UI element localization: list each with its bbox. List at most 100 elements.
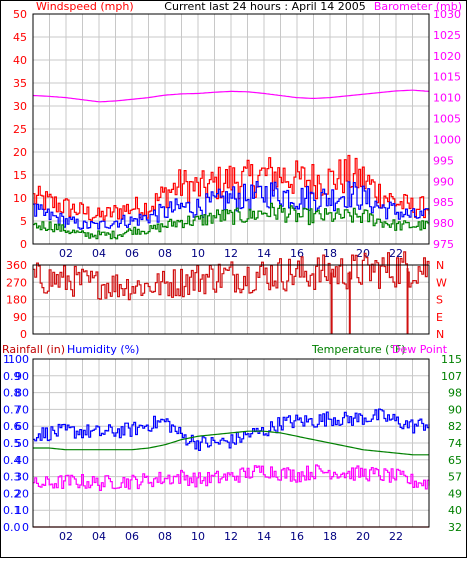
humidity-tick-label: 10 <box>15 504 29 517</box>
wind-barometer-panel: 02 04 06 08 10 12 14 16 18 20 22504540353025201510… <box>13 8 461 260</box>
rainfall-tick-label: 0.0 <box>3 521 21 534</box>
rainfall-tick-label: 0.6 <box>3 420 21 433</box>
wind-gust-line <box>33 154 430 221</box>
rainfall-tick-label: 0.4 <box>3 454 21 467</box>
x-tick-label: 22 <box>389 247 403 260</box>
x-tick-label: 20 <box>356 530 370 543</box>
compass-label: W <box>436 276 447 289</box>
humidity-tick-label: 90 <box>15 370 29 383</box>
humidity-tick-label: 80 <box>15 387 29 400</box>
barometer-tick-label: 1000 <box>433 133 461 146</box>
humidity-tick-label: 100 <box>8 353 29 366</box>
temperature-tick-label: 90 <box>448 403 462 416</box>
barometer-tick-label: 1010 <box>433 92 461 105</box>
windspeed-axis-label: Windspeed (mph) <box>36 0 134 13</box>
wind-direction-line <box>33 251 430 301</box>
direction-degree-label: 360 <box>6 259 27 272</box>
humidity-line <box>33 408 430 451</box>
windspeed-tick-label: 25 <box>13 123 27 136</box>
rainfall-tick-label: 1 <box>3 353 10 366</box>
barometer-tick-label: 990 <box>433 175 454 188</box>
humidity-tick-label: 40 <box>15 454 29 467</box>
windspeed-tick-label: 50 <box>13 8 27 21</box>
barometer-tick-label: 985 <box>433 196 454 209</box>
dewpoint-line <box>33 464 430 491</box>
x-tick-label: 14 <box>257 247 271 260</box>
x-tick-label: 14 <box>257 530 271 543</box>
windspeed-tick-label: 0 <box>20 238 27 251</box>
rainfall-tick-label: 0.5 <box>3 437 21 450</box>
barometer-tick-label: 1025 <box>433 29 461 42</box>
plot-border-1 <box>32 13 430 245</box>
x-tick-label: 06 <box>125 247 139 260</box>
dewpoint-axis-label: Dew Point <box>392 343 448 356</box>
x-tick-label: 06 <box>125 530 139 543</box>
temperature-tick-label: 49 <box>448 487 462 500</box>
x-tick-label: 08 <box>158 247 172 260</box>
barometer-tick-label: 1005 <box>433 113 461 126</box>
x-tick-label: 12 <box>224 530 238 543</box>
humidity-axis-label: Humidity (%) <box>67 343 139 356</box>
x-tick-label: 12 <box>224 247 238 260</box>
temperature-tick-label: 98 <box>448 387 462 400</box>
windspeed-tick-label: 15 <box>13 169 27 182</box>
humidity-temperature-panel: 02 04 06 08 10 12 14 16 18 20 22 1 0.9 0.8 0.7 0.6 0.5 0.… <box>3 353 462 543</box>
barometer-tick-label: 1020 <box>433 50 461 63</box>
chart-title: Current last 24 hours : April 14 2005 <box>164 0 365 13</box>
humidity-tick-label: 50 <box>15 437 29 450</box>
x-tick-label: 02 <box>59 247 73 260</box>
compass-label: N <box>436 259 444 272</box>
windspeed-tick-label: 35 <box>13 77 27 90</box>
windspeed-tick-label: 5 <box>20 215 27 228</box>
humidity-tick-label: 60 <box>15 420 29 433</box>
plot-border-2 <box>32 264 430 335</box>
x-tick-label: 10 <box>191 247 205 260</box>
direction-degree-label: 180 <box>6 294 27 307</box>
rainfall-tick-label: 0.7 <box>3 403 21 416</box>
temperature-line <box>33 430 429 456</box>
x-tick-label: 18 <box>323 530 337 543</box>
wind-average-line <box>33 181 430 230</box>
plot-border-3 <box>32 358 430 528</box>
temperature-tick-label: 57 <box>448 471 462 484</box>
rainfall-tick-label: 0.8 <box>3 387 21 400</box>
windspeed-tick-label: 45 <box>13 31 27 44</box>
x-tick-label: 04 <box>92 530 106 543</box>
compass-label: S <box>436 294 443 307</box>
x-tick-label: 02 <box>59 530 73 543</box>
compass-label: E <box>436 311 443 324</box>
temperature-tick-label: 74 <box>448 437 462 450</box>
x-tick-label: 04 <box>92 247 106 260</box>
barometer-tick-label: 1015 <box>433 71 461 84</box>
x-tick-label: 18 <box>323 247 337 260</box>
humidity-tick-label: 70 <box>15 403 29 416</box>
compass-label: N <box>436 328 444 341</box>
direction-degree-label: 90 <box>13 311 27 324</box>
temperature-tick-label: 65 <box>448 454 462 467</box>
temperature-axis-label: Temperature (°F) <box>311 343 406 356</box>
direction-degree-label: 270 <box>6 276 27 289</box>
temperature-tick-label: 115 <box>441 353 462 366</box>
barometer-tick-label: 980 <box>433 217 454 230</box>
temperature-tick-label: 32 <box>448 521 462 534</box>
direction-degree-label: 0 <box>20 328 27 341</box>
barometer-axis-label: Barometer (mb) <box>374 0 462 13</box>
wind-minimum-line <box>33 202 430 240</box>
rainfall-axis-label: Rainfall (in) <box>2 343 65 356</box>
humidity-tick-label: 20 <box>15 487 29 500</box>
x-tick-label: 16 <box>290 530 304 543</box>
x-tick-label: 22 <box>389 530 403 543</box>
windspeed-tick-label: 30 <box>13 100 27 113</box>
windspeed-tick-label: 40 <box>13 54 27 67</box>
temperature-tick-label: 40 <box>448 504 462 517</box>
barometer-line <box>32 89 430 103</box>
humidity-tick-label: 30 <box>15 471 29 484</box>
x-tick-label: 16 <box>290 247 304 260</box>
barometer-tick-label: 975 <box>433 238 454 251</box>
x-tick-label: 08 <box>158 530 172 543</box>
windspeed-tick-label: 10 <box>13 192 27 205</box>
x-tick-label: 10 <box>191 530 205 543</box>
